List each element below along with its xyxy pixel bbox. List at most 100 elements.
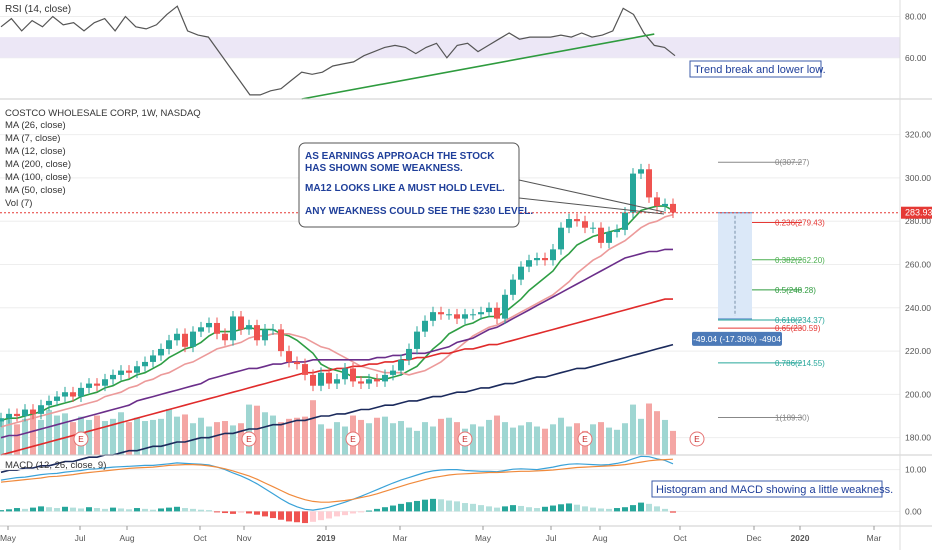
earnings-marker-circle (73, 431, 89, 447)
candle (662, 198, 668, 212)
volume-bar (318, 424, 324, 455)
candle (142, 356, 148, 372)
volume-bar (38, 419, 44, 455)
macd-histogram-bar (70, 507, 76, 512)
candle-body (270, 329, 276, 331)
candle-body (438, 312, 444, 315)
macd-histogram-bar (494, 507, 500, 512)
volume-bar (206, 426, 212, 455)
candle-body (238, 316, 244, 330)
time-label: 2019 (317, 533, 336, 543)
candle (598, 222, 604, 249)
volume-bar (454, 422, 460, 455)
macd-histogram-bar (534, 508, 540, 512)
macd-histogram-bar (414, 500, 420, 512)
candle-body (94, 383, 100, 386)
candle (622, 207, 628, 236)
candle-body (670, 203, 676, 213)
candle (150, 350, 156, 368)
macd-histogram (0, 498, 676, 524)
earnings-marker[interactable]: E (689, 431, 705, 447)
candle-body (334, 379, 340, 384)
time-label: Aug (119, 533, 134, 543)
candle (230, 311, 236, 346)
macd-annotation-box[interactable] (651, 480, 883, 498)
price-annotation[interactable]: AS EARNINGS APPROACH THE STOCK HAS SHOWN… (298, 142, 665, 228)
macd-histogram-bar (126, 509, 132, 512)
rsi-trendline[interactable] (301, 33, 655, 100)
macd-signal-line (0, 458, 674, 503)
earnings-marker[interactable]: E (73, 431, 89, 447)
candle-body (126, 370, 132, 373)
rsi-line (0, 5, 676, 96)
rsi-panel[interactable]: 80.00 60.00 RSI (14, close) Trend break a… (0, 4, 927, 100)
macd-histogram-bar (134, 508, 140, 512)
macd-histogram-bar (438, 499, 444, 512)
candle-body (526, 260, 532, 267)
macd-histogram-bar (422, 499, 428, 512)
fibonacci-label: 0.65(230.59) (775, 324, 821, 333)
candle-body (358, 381, 364, 384)
candle-body (622, 212, 628, 230)
earnings-marker[interactable]: E (345, 431, 361, 447)
rsi-annotation-box[interactable] (689, 60, 822, 78)
price-range-measure[interactable]: -49.04 (-17.30%) -4904 (692, 212, 782, 346)
price-panel[interactable]: 320.00 300.00 280.00 260.00 240.00 220.00 200.… (0, 108, 932, 474)
candle (310, 369, 316, 392)
candle (238, 311, 244, 335)
earnings-marker-circle (345, 431, 361, 447)
macd-histogram-bar (54, 508, 60, 512)
macd-histogram-bar (22, 508, 28, 512)
macd-histogram-bar (358, 511, 364, 513)
earnings-marker-circle (241, 431, 257, 447)
candle (390, 365, 396, 381)
volume-bar (510, 427, 516, 455)
earnings-marker[interactable]: E (577, 431, 593, 447)
candle (470, 308, 476, 320)
candle-body (310, 374, 316, 386)
annotation-line: MA12 LOOKS LIKE A MUST HOLD LEVEL. (305, 183, 505, 194)
candle-body (182, 333, 188, 347)
candle-body (286, 351, 292, 362)
candle (302, 358, 308, 381)
macd-histogram-bar (238, 511, 244, 513)
macd-histogram-bar (342, 511, 348, 516)
candle (118, 365, 124, 381)
rsi-tick-label: 80.00 (905, 12, 927, 22)
macd-histogram-bar (638, 502, 644, 512)
fibonacci-label: 0.5(248.28) (775, 286, 816, 295)
candle-body (102, 379, 108, 386)
candle-body (302, 364, 308, 375)
macd-line (0, 455, 674, 511)
earnings-marker[interactable]: E (457, 431, 473, 447)
candle-body (446, 314, 452, 316)
macd-histogram-bar (366, 510, 372, 512)
macd-panel[interactable]: 10.00 0.00 MACD (12, 26, close, 9) Histog… (0, 455, 927, 524)
candle (494, 302, 500, 325)
candle (158, 343, 164, 361)
earnings-marker[interactable]: E (241, 431, 257, 447)
macd-histogram-bar (518, 505, 524, 512)
candle-body (502, 294, 508, 319)
macd-histogram-bar (30, 507, 36, 512)
volume-bar (118, 412, 124, 455)
volume-bar (598, 422, 604, 455)
macd-histogram-bar (206, 510, 212, 512)
volume-bar (198, 417, 204, 455)
volume-bar (486, 419, 492, 455)
macd-histogram-bar (78, 508, 84, 512)
annotation-pointer (518, 179, 665, 213)
annotation-pointer (518, 197, 665, 215)
volume-bar (638, 418, 644, 455)
candle (86, 378, 92, 394)
candle-body (654, 197, 660, 207)
macd-histogram-bar (654, 506, 660, 512)
volume-bar (374, 417, 380, 455)
macd-histogram-bar (222, 511, 228, 514)
candle (166, 334, 172, 355)
time-axis[interactable]: May Jul Aug Oct Nov 2019 Mar May Jul Aug Oct Dec 202… (0, 526, 881, 543)
candle-body (534, 258, 540, 261)
macd-histogram-bar (582, 506, 588, 512)
candle-body (574, 219, 580, 222)
